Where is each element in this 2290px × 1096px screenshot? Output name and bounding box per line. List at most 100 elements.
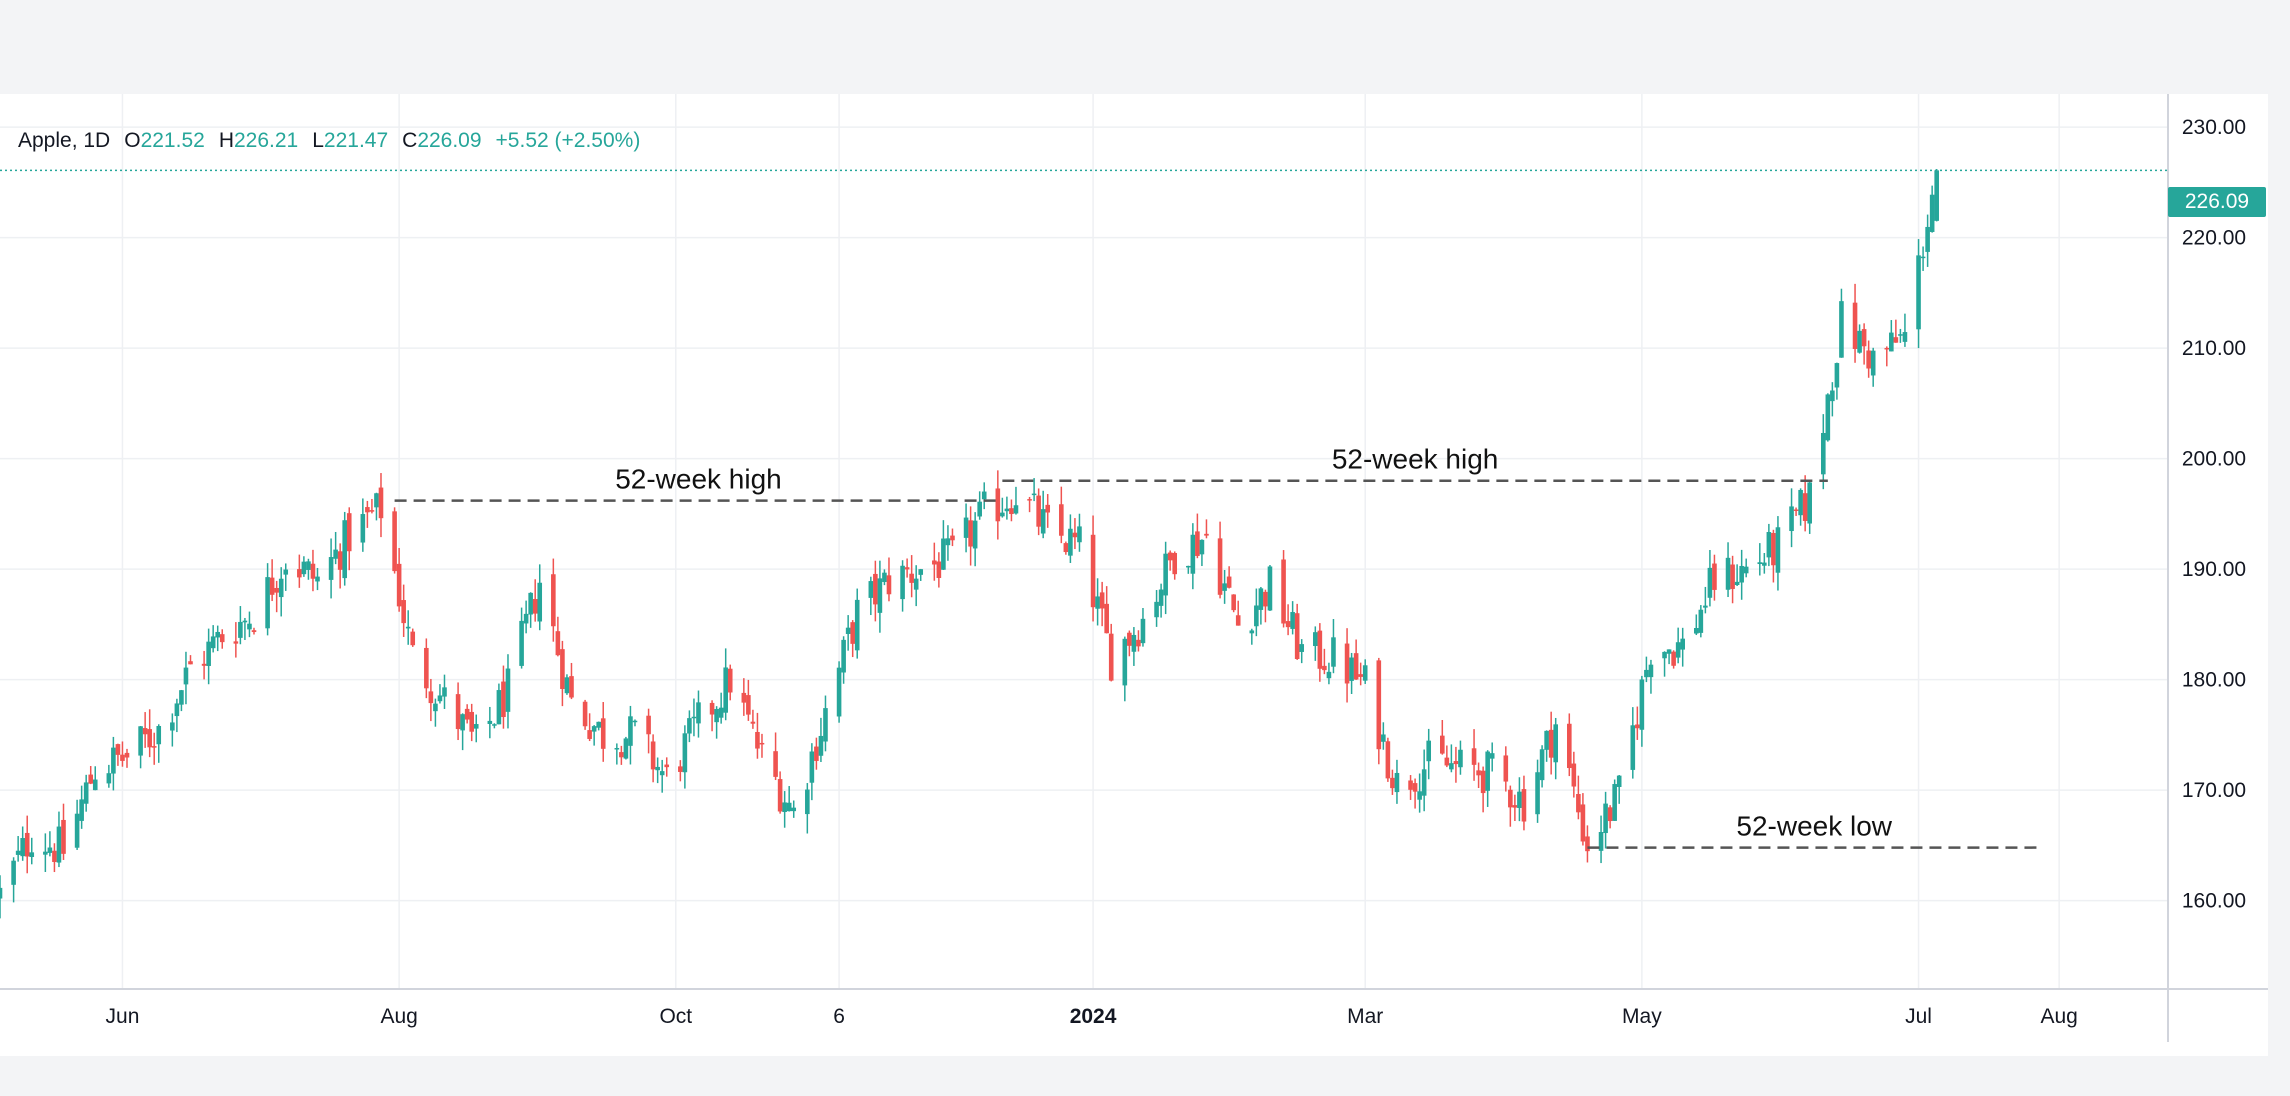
price-tick-label: 170.00 (2182, 779, 2246, 802)
candle-body (492, 724, 497, 726)
candle-body (727, 668, 733, 693)
candle-body (274, 587, 279, 593)
candle-body (773, 751, 778, 777)
candle-body (1322, 665, 1327, 671)
candle-body (1267, 566, 1273, 611)
change-value: +5.52 (+2.50%) (495, 129, 641, 152)
candle-body (1090, 534, 1096, 608)
candle-body (904, 567, 910, 570)
candle-body (1412, 783, 1418, 792)
candle-body (1521, 789, 1527, 822)
candle-body (433, 703, 438, 712)
candle-body (746, 695, 751, 715)
candle-body (396, 563, 402, 607)
candle-body (401, 600, 406, 624)
candle-body (1771, 533, 1776, 566)
candle-body (777, 779, 783, 812)
candle-body (1734, 581, 1740, 586)
candle-body (1031, 493, 1037, 496)
candle-body (437, 695, 443, 702)
candle-body (487, 720, 493, 724)
candle-body (836, 667, 842, 717)
candle-body (1444, 757, 1450, 766)
candle-body (786, 802, 792, 812)
candle-body (1263, 591, 1268, 607)
candle-body (405, 626, 411, 629)
candle-body (1063, 543, 1069, 553)
candle-body (79, 799, 84, 821)
candle-body (1666, 649, 1672, 654)
time-axis[interactable]: Jun Aug Oct 6 2024 Mar May Jul Aug (106, 1005, 2078, 1028)
candle-body (328, 557, 334, 580)
candle-body (1775, 527, 1781, 573)
candle-body (315, 576, 320, 582)
candlestick-chart[interactable]: 52-week high 52-week high 52-week low 230.… (0, 94, 2268, 1056)
candle-body (1898, 334, 1903, 336)
candle-body (1163, 553, 1168, 596)
candle-body (1077, 526, 1082, 543)
candle-body (1916, 255, 1921, 330)
candle-body (1739, 565, 1744, 583)
price-tick-label: 210.00 (2182, 337, 2246, 360)
candle-body (1798, 489, 1803, 516)
candle-body (1068, 528, 1073, 556)
candle-body (1059, 504, 1064, 536)
candle-body (1136, 639, 1141, 647)
candle-body (596, 721, 601, 728)
time-tick-label: Mar (1347, 1005, 1383, 1028)
price-tick-label: 230.00 (2182, 116, 2246, 139)
candle-body (1453, 761, 1459, 765)
candle-body (1508, 789, 1513, 808)
candle-body (369, 510, 375, 512)
candle-body (11, 860, 16, 885)
candle-body (24, 832, 30, 857)
candle-body (233, 641, 239, 644)
candle-body (1362, 665, 1368, 681)
candle-body (1766, 532, 1772, 558)
candle-body (1290, 612, 1295, 629)
price-tick-label: 160.00 (2182, 890, 2246, 913)
grid-layer (0, 94, 2168, 989)
candle-body (1480, 770, 1486, 794)
candle-body (374, 493, 379, 508)
candle-body (310, 563, 316, 579)
candle-body (120, 754, 125, 761)
candle-body (52, 850, 57, 863)
candle-body (1934, 170, 1939, 221)
candle-body (106, 773, 112, 784)
candle-body (628, 716, 633, 746)
candle-body (1186, 565, 1191, 568)
candle-body (174, 703, 180, 717)
candle-body (1893, 337, 1899, 343)
candle-body (687, 718, 692, 734)
candle-body (1458, 749, 1463, 768)
candle-body (696, 702, 701, 724)
candle-body (1281, 559, 1286, 624)
last-price-badge: 226.09 (2168, 187, 2266, 217)
candle-body (61, 819, 66, 854)
candle-body (619, 752, 624, 758)
candle-body (1140, 618, 1146, 644)
candle-body (1607, 807, 1613, 822)
time-tick-label: Aug (2040, 1005, 2077, 1028)
candle-body (1217, 538, 1223, 595)
candle-body (691, 716, 697, 719)
high-label: H (218, 129, 234, 152)
candle-body (428, 691, 434, 704)
symbol-label: Apple, 1D (18, 129, 111, 152)
candle-body (646, 715, 651, 735)
candle-body (873, 573, 878, 605)
candle-body (47, 847, 53, 853)
candle-body (560, 649, 565, 689)
candle-body (723, 667, 728, 713)
candle-body (147, 729, 152, 748)
price-tick-label: 180.00 (2182, 669, 2246, 692)
candle-body (1920, 256, 1926, 259)
candle-body (20, 838, 25, 857)
candle-body (709, 702, 715, 715)
price-axis[interactable]: 230.00 220.00 210.00 200.00 190.00 180.00 170.… (2182, 116, 2246, 912)
candle-body (1254, 605, 1259, 627)
candle-body (600, 718, 606, 749)
candle-body (1675, 642, 1681, 658)
candle-body (1104, 603, 1109, 634)
